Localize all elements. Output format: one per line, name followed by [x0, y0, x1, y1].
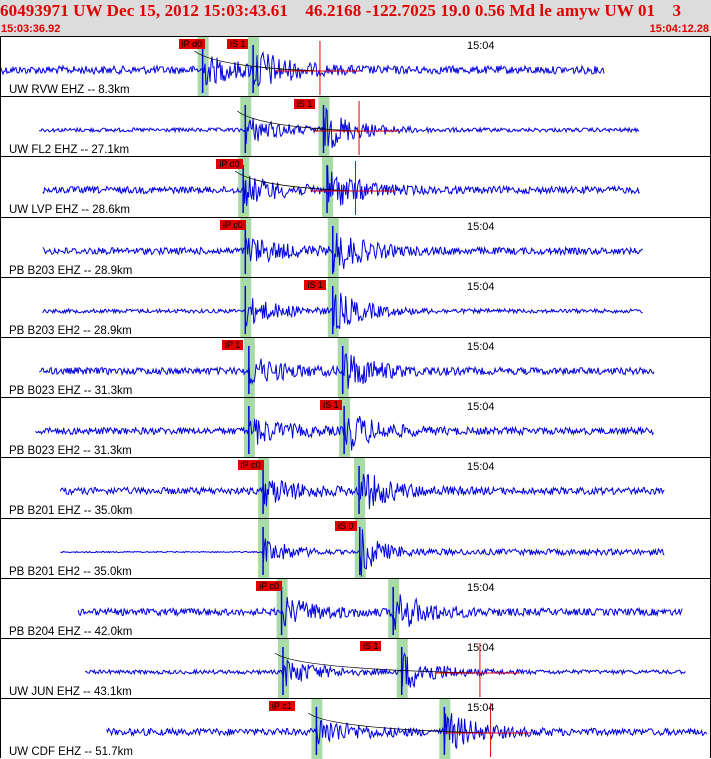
station-label: PB B203 EHZ -- 28.9km	[8, 265, 134, 277]
coda-curve	[234, 170, 356, 192]
pick-label[interactable]: iS 0	[335, 521, 357, 531]
pick-label[interactable]: iP c0	[219, 220, 246, 230]
waveform-trace	[106, 713, 708, 749]
waveform-trace	[60, 529, 665, 577]
trace-plot	[42, 157, 640, 217]
station-label: PB B201 EH2 -- 35.0km	[8, 566, 133, 578]
station-label: PB B023 EHZ -- 31.3km	[8, 385, 134, 397]
waveform-trace	[42, 165, 640, 207]
waveform-trace	[84, 652, 686, 688]
trace-plot	[84, 639, 686, 699]
station-label: PB B203 EH2 -- 28.9km	[8, 325, 133, 337]
panel-time: 15:04	[467, 401, 495, 413]
waveform-trace	[0, 50, 605, 87]
station-label: PB B023 EH2 -- 31.3km	[8, 445, 133, 457]
station-label: UW FL2 EHZ -- 27.1km	[8, 144, 131, 156]
trace-panel: 15:04 iP c0 PB B203 EHZ -- 28.9km	[0, 217, 711, 278]
station-label: UW LVP EHZ -- 28.6km	[8, 204, 131, 216]
trace-plot	[60, 519, 665, 579]
trace-plot	[77, 579, 683, 639]
trace-panel: 15:04 iP d0 iS 1 UW RVW EHZ -- 8.3km	[0, 36, 711, 97]
panel-time: 15:04	[467, 281, 495, 293]
trace-panel: 15:04 iS 1 UW JUN EHZ -- 43.1km	[0, 638, 711, 699]
station-label: UW RVW EHZ -- 8.3km	[8, 84, 131, 96]
waveform-trace	[38, 106, 640, 149]
event-title: 60493971 UW Dec 15, 2012 15:03:43.61 46.…	[0, 1, 682, 20]
panel-time: 15:04	[467, 40, 495, 52]
station-label: UW JUN EHZ -- 43.1km	[8, 686, 133, 698]
trace-plot	[38, 97, 640, 157]
end-time: 15:04:12.28	[649, 23, 709, 35]
event-header: 60493971 UW Dec 15, 2012 15:03:43.61 46.…	[0, 0, 711, 36]
trace-plot	[106, 699, 708, 759]
panel-time: 15:04	[467, 702, 495, 714]
left-border	[0, 36, 1, 758]
trace-plot	[59, 458, 665, 518]
station-label: UW CDF EHZ -- 51.7km	[8, 746, 134, 758]
waveform-trace	[42, 232, 643, 272]
seismogram-panels: 15:04 iP d0 iS 1 UW RVW EHZ -- 8.3km iS 1 UW …	[0, 36, 711, 759]
panel-time: 15:04	[467, 341, 495, 353]
trace-panel: 15:04 iP c1 UW CDF EHZ -- 51.7km	[0, 698, 711, 759]
pick-label[interactable]: iS 1	[304, 280, 326, 290]
pick-label[interactable]: iS 1	[293, 99, 316, 109]
waveform-trace	[59, 473, 665, 510]
panel-time: 15:04	[467, 461, 495, 473]
waveform-trace	[38, 353, 655, 389]
trace-panel: 15:04 iP c0 PB B204 EHZ -- 42.0km	[0, 578, 711, 639]
pick-label[interactable]: iP 1	[222, 340, 244, 350]
coda-curve	[194, 50, 320, 72]
pick-label[interactable]: iS 1	[320, 400, 342, 410]
trace-plot	[38, 338, 655, 398]
waveform-trace	[42, 292, 643, 330]
start-time: 15:03:36.92	[1, 23, 61, 35]
pick-label[interactable]: iP c0	[256, 581, 282, 591]
trace-panel: 15:04 iS 1 PB B203 EH2 -- 28.9km	[0, 277, 711, 338]
panel-time: 15:04	[467, 642, 495, 654]
trace-panel: iS 0 PB B201 EH2 -- 35.0km	[0, 518, 711, 579]
coda-curve	[308, 712, 491, 734]
trace-plot	[42, 218, 643, 278]
trace-panel: iP d0 UW LVP EHZ -- 28.6km	[0, 156, 711, 217]
pick-label[interactable]: iS 1	[226, 39, 249, 49]
panel-time: 15:04	[467, 582, 495, 594]
pick-label[interactable]: iP c1	[268, 701, 295, 711]
trace-plot	[35, 398, 654, 458]
pick-label[interactable]: iP d0	[216, 159, 243, 169]
panel-time: 15:04	[467, 221, 495, 233]
pick-label[interactable]: iS 1	[359, 641, 382, 651]
coda-curve	[274, 652, 480, 674]
coda-curve	[237, 110, 360, 132]
station-label: PB B204 EHZ -- 42.0km	[8, 626, 134, 638]
trace-panel: iS 1 UW FL2 EHZ -- 27.1km	[0, 96, 711, 157]
trace-plot	[42, 278, 643, 338]
waveform-trace	[77, 594, 683, 630]
station-label: PB B201 EHZ -- 35.0km	[8, 505, 134, 517]
trace-panel: 15:04 iP 1 PB B023 EHZ -- 31.3km	[0, 337, 711, 398]
trace-panel: 15:04 iS 1 PB B023 EH2 -- 31.3km	[0, 397, 711, 458]
pick-label[interactable]: iP d0	[178, 39, 205, 49]
trace-plot	[0, 37, 605, 97]
trace-panel: 15:04 iP c0 PB B201 EHZ -- 35.0km	[0, 457, 711, 518]
pick-label[interactable]: iP c0	[237, 460, 264, 470]
